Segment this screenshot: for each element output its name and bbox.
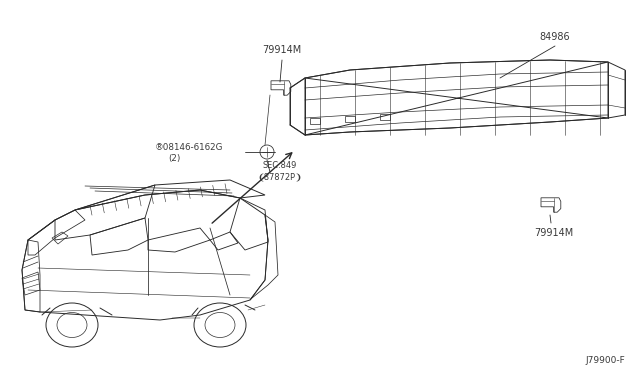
Text: SEC.849: SEC.849: [263, 161, 297, 170]
Text: 79914M: 79914M: [534, 228, 573, 238]
Text: ®08146-6162G: ®08146-6162G: [155, 144, 223, 153]
Text: ❨87872P❩: ❨87872P❩: [257, 172, 303, 181]
Text: J79900-F: J79900-F: [585, 356, 625, 365]
Text: 79914M: 79914M: [262, 45, 301, 55]
Text: (2): (2): [168, 154, 180, 163]
Text: 84986: 84986: [540, 32, 570, 42]
